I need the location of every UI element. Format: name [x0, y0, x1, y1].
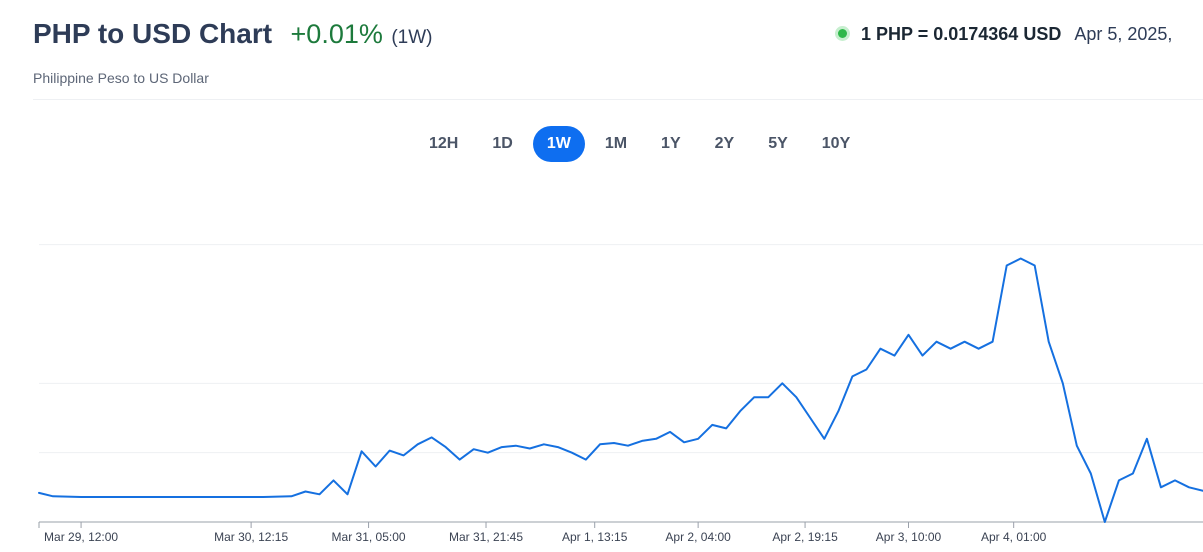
rate-value: 1 PHP = 0.0174364 USD	[861, 24, 1062, 44]
range-button-1d[interactable]: 1D	[492, 135, 513, 152]
x-tick-label: Apr 3, 10:00	[876, 530, 942, 544]
x-tick-label: Apr 1, 13:15	[562, 530, 628, 544]
x-tick-label: Mar 31, 21:45	[449, 530, 523, 544]
page-subtitle: Philippine Peso to US Dollar	[33, 70, 209, 86]
series-line	[38, 257, 1203, 523]
range-button-2y[interactable]: 2Y	[714, 135, 735, 152]
change-period: (1W)	[391, 27, 433, 48]
range-button-1y[interactable]: 1Y	[661, 135, 681, 152]
live-rate: 1 PHP = 0.0174364 USD Apr 5, 2025,	[838, 24, 1172, 45]
x-tick-label: Mar 31, 05:00	[332, 530, 406, 544]
live-dot-icon	[838, 28, 847, 38]
title-row: PHP to USD Chart +0.01% (1W)	[33, 18, 432, 50]
page-title: PHP to USD Chart	[33, 18, 273, 49]
rate-date: Apr 5, 2025,	[1074, 24, 1173, 44]
header-divider	[33, 99, 1203, 100]
range-button-1w[interactable]: 1W	[532, 126, 585, 162]
x-tick-label: Apr 4, 01:00	[981, 530, 1047, 544]
x-tick-label: Apr 2, 04:00	[665, 530, 731, 544]
x-tick-label: Mar 30, 12:15	[214, 530, 288, 544]
x-tick-label: Apr 2, 19:15	[772, 530, 838, 544]
time-range-selector: 12H 1D 1W 1M 1Y 2Y 5Y 10Y	[415, 126, 870, 162]
range-button-1m[interactable]: 1M	[604, 135, 628, 152]
change-percent: +0.01%	[290, 19, 383, 49]
x-tick-label: Mar 29, 12:00	[44, 530, 118, 544]
range-button-10y[interactable]: 10Y	[821, 135, 851, 152]
range-button-12h[interactable]: 12H	[429, 135, 459, 152]
range-button-5y[interactable]: 5Y	[768, 135, 788, 152]
